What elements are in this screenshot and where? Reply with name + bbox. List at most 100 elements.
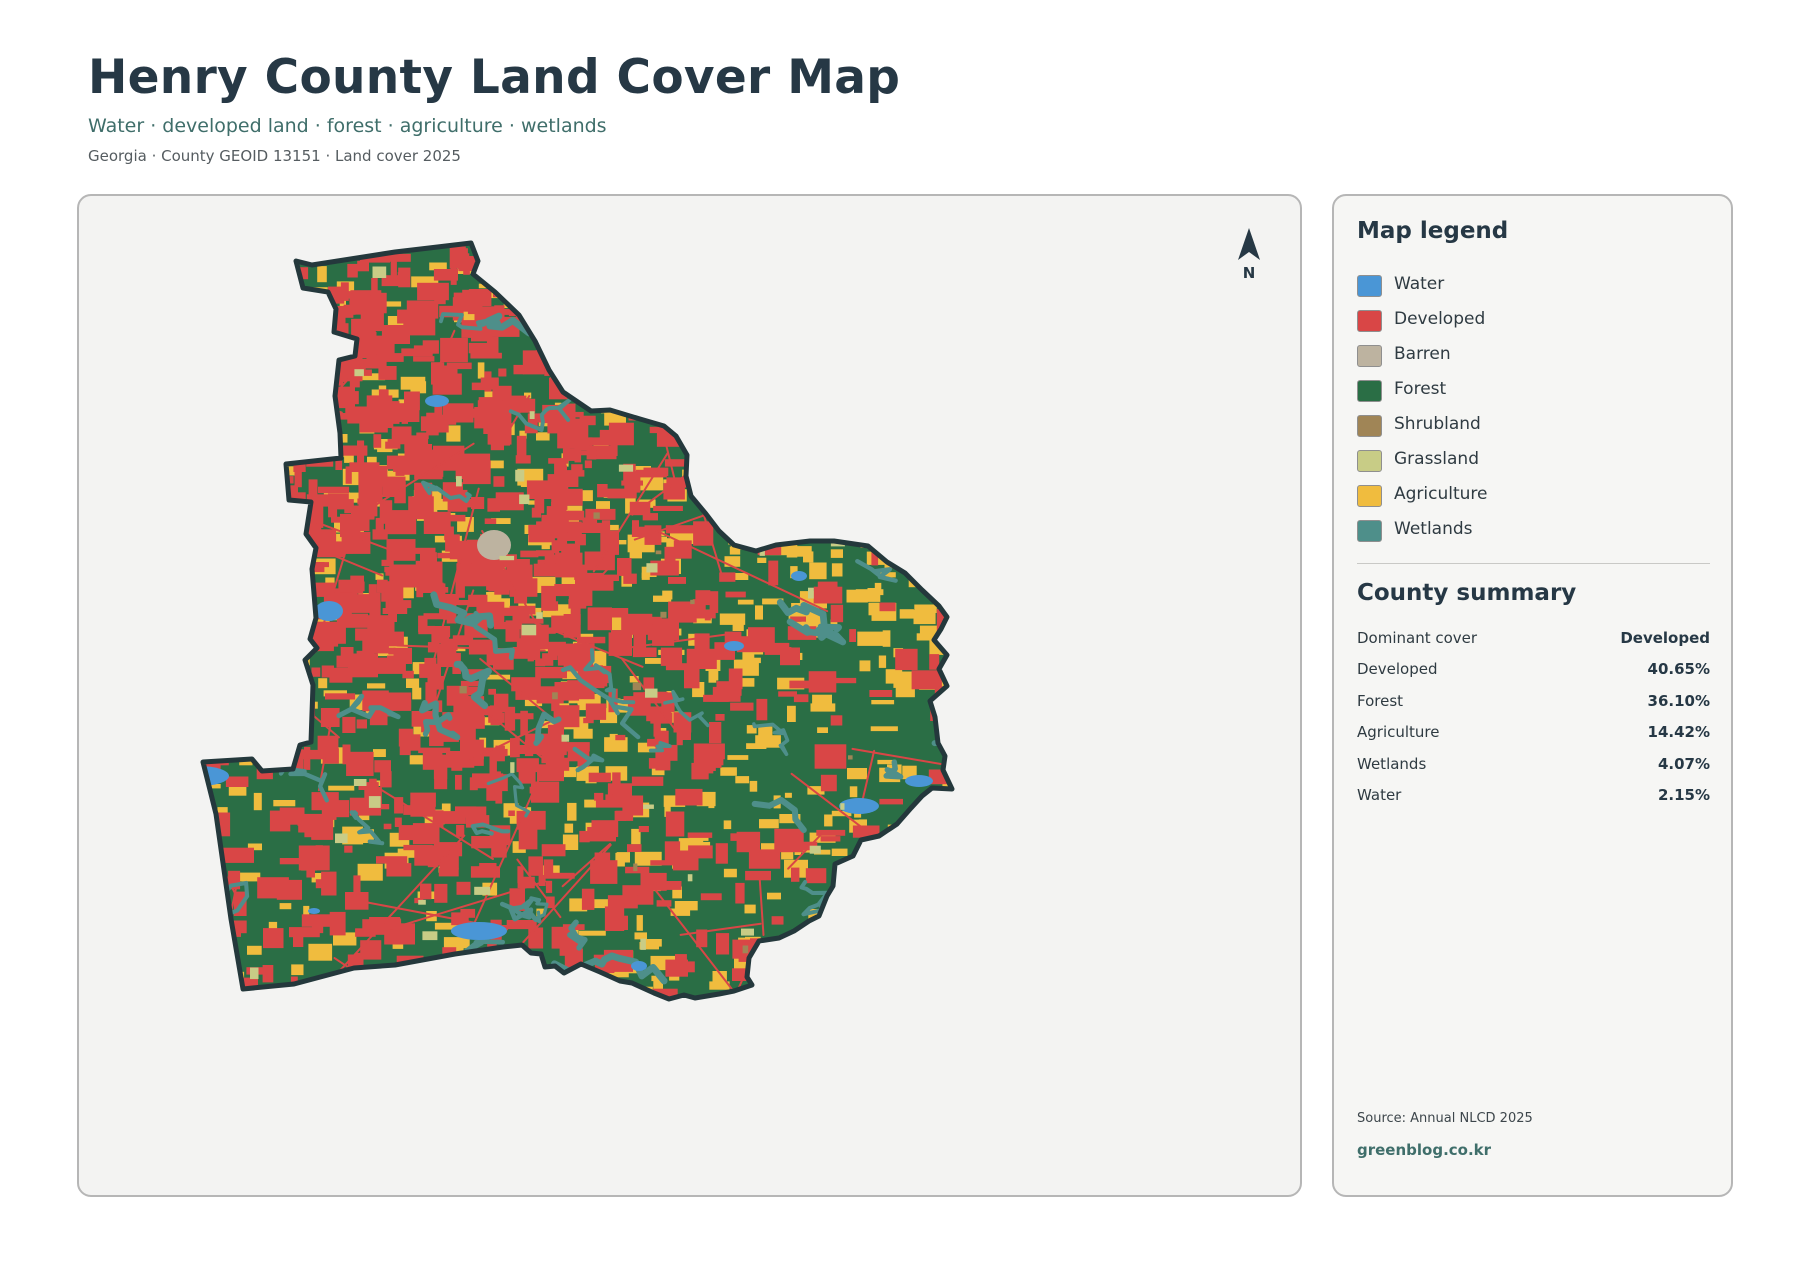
developed-patch [871,549,879,566]
developed-patch [279,807,305,825]
agriculture-patch [669,282,680,296]
wetland-stream [757,984,785,999]
developed-patch [734,468,743,475]
wetland-stream [572,746,605,773]
road-line [904,976,914,999]
developed-patch [663,254,674,263]
agriculture-patch [762,598,784,605]
road-line [203,281,218,408]
wetland-stream [583,648,636,705]
land-cover-raster [203,243,989,999]
developed-patch [340,282,349,301]
road-line [521,843,612,945]
agriculture-patch [247,843,262,851]
wetland-stream [767,270,836,322]
developed-patch [806,256,828,270]
agriculture-patch [863,346,880,351]
developed-patch [504,706,516,731]
developed-patch [214,303,243,321]
developed-patch [778,691,797,697]
lake [308,908,320,914]
agriculture-patch [723,402,749,412]
developed-patch [627,844,642,852]
developed-patch [344,506,351,514]
developed-patch [203,301,231,310]
developed-patch [383,823,392,830]
agriculture-patch [315,353,330,369]
agriculture-patch [905,496,918,510]
agriculture-patch [872,842,895,850]
legend-label: Barren [1394,343,1451,364]
developed-patch [752,415,767,439]
developed-patch [574,442,582,463]
agriculture-patch [786,544,798,558]
developed-patch [973,871,989,893]
agriculture-patch [962,611,986,619]
developed-patch [203,567,209,583]
grassland-patch [822,938,833,946]
developed-patch [617,558,632,576]
agriculture-patch [939,587,952,598]
agriculture-patch [557,293,577,311]
agriculture-patch [871,700,895,705]
grassland-patch [646,563,658,573]
developed-patch [228,470,236,483]
developed-patch [263,432,286,442]
agriculture-patch [691,483,708,497]
developed-patch [245,744,269,755]
agriculture-patch [592,650,607,667]
agriculture-patch [831,810,852,817]
legend-item-wetlands: Wetlands [1357,511,1488,546]
agriculture-patch [928,435,935,449]
developed-patch [541,844,566,857]
site-link[interactable]: greenblog.co.kr [1357,1141,1492,1159]
agriculture-patch [749,453,769,465]
grassland-patch [640,938,646,950]
agriculture-patch [930,901,941,907]
agriculture-patch [670,908,691,916]
summary-value: 36.10% [1647,691,1710,710]
land-cover-map[interactable] [79,196,1300,1195]
developed-patch [241,449,269,473]
agriculture-patch [589,326,609,332]
developed-patch [373,804,390,810]
developed-patch [406,300,439,319]
agriculture-patch [746,353,770,358]
developed-patch [809,452,822,465]
developed-patch [533,563,564,577]
developed-patch [470,352,502,359]
agriculture-patch [505,289,514,301]
agriculture-patch [631,828,641,845]
developed-patch [547,724,564,740]
developed-patch [660,647,683,666]
agriculture-patch [765,303,789,317]
developed-patch [456,824,465,837]
developed-patch [668,601,697,623]
grassland-patch [903,301,918,312]
developed-patch [422,582,444,589]
agriculture-patch [720,767,737,776]
wetland-stream [788,491,848,519]
agriculture-patch [720,457,746,470]
developed-patch [248,648,274,671]
developed-patch [508,810,515,816]
agriculture-patch [737,599,754,605]
summary-value: 14.42% [1647,723,1710,742]
developed-patch [349,297,359,311]
developed-patch [752,967,772,990]
map-panel[interactable]: N [77,194,1302,1197]
developed-patch [946,392,952,413]
developed-patch [412,823,440,845]
developed-patch [223,413,251,435]
developed-patch [398,267,411,288]
developed-patch [233,686,265,692]
developed-patch [736,831,761,853]
agriculture-patch [374,301,402,307]
developed-patch [358,358,387,369]
agriculture-patch [236,530,250,539]
agriculture-patch [911,292,936,307]
developed-patch [552,315,559,329]
road-line [528,266,695,356]
developed-patch [238,654,251,673]
lake [425,395,449,407]
